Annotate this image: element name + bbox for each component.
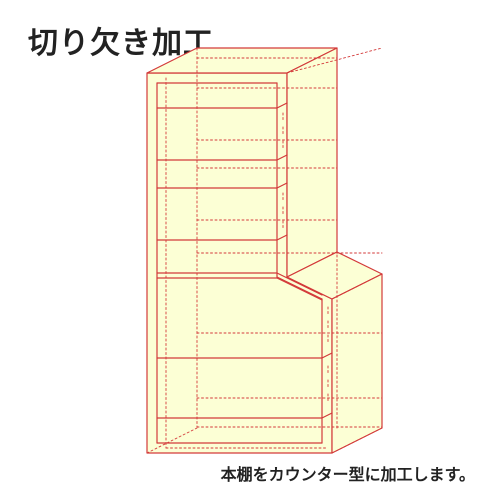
page-caption: 本棚をカウンター型に加工します。 <box>221 461 475 485</box>
bookshelf-diagram <box>0 0 503 503</box>
